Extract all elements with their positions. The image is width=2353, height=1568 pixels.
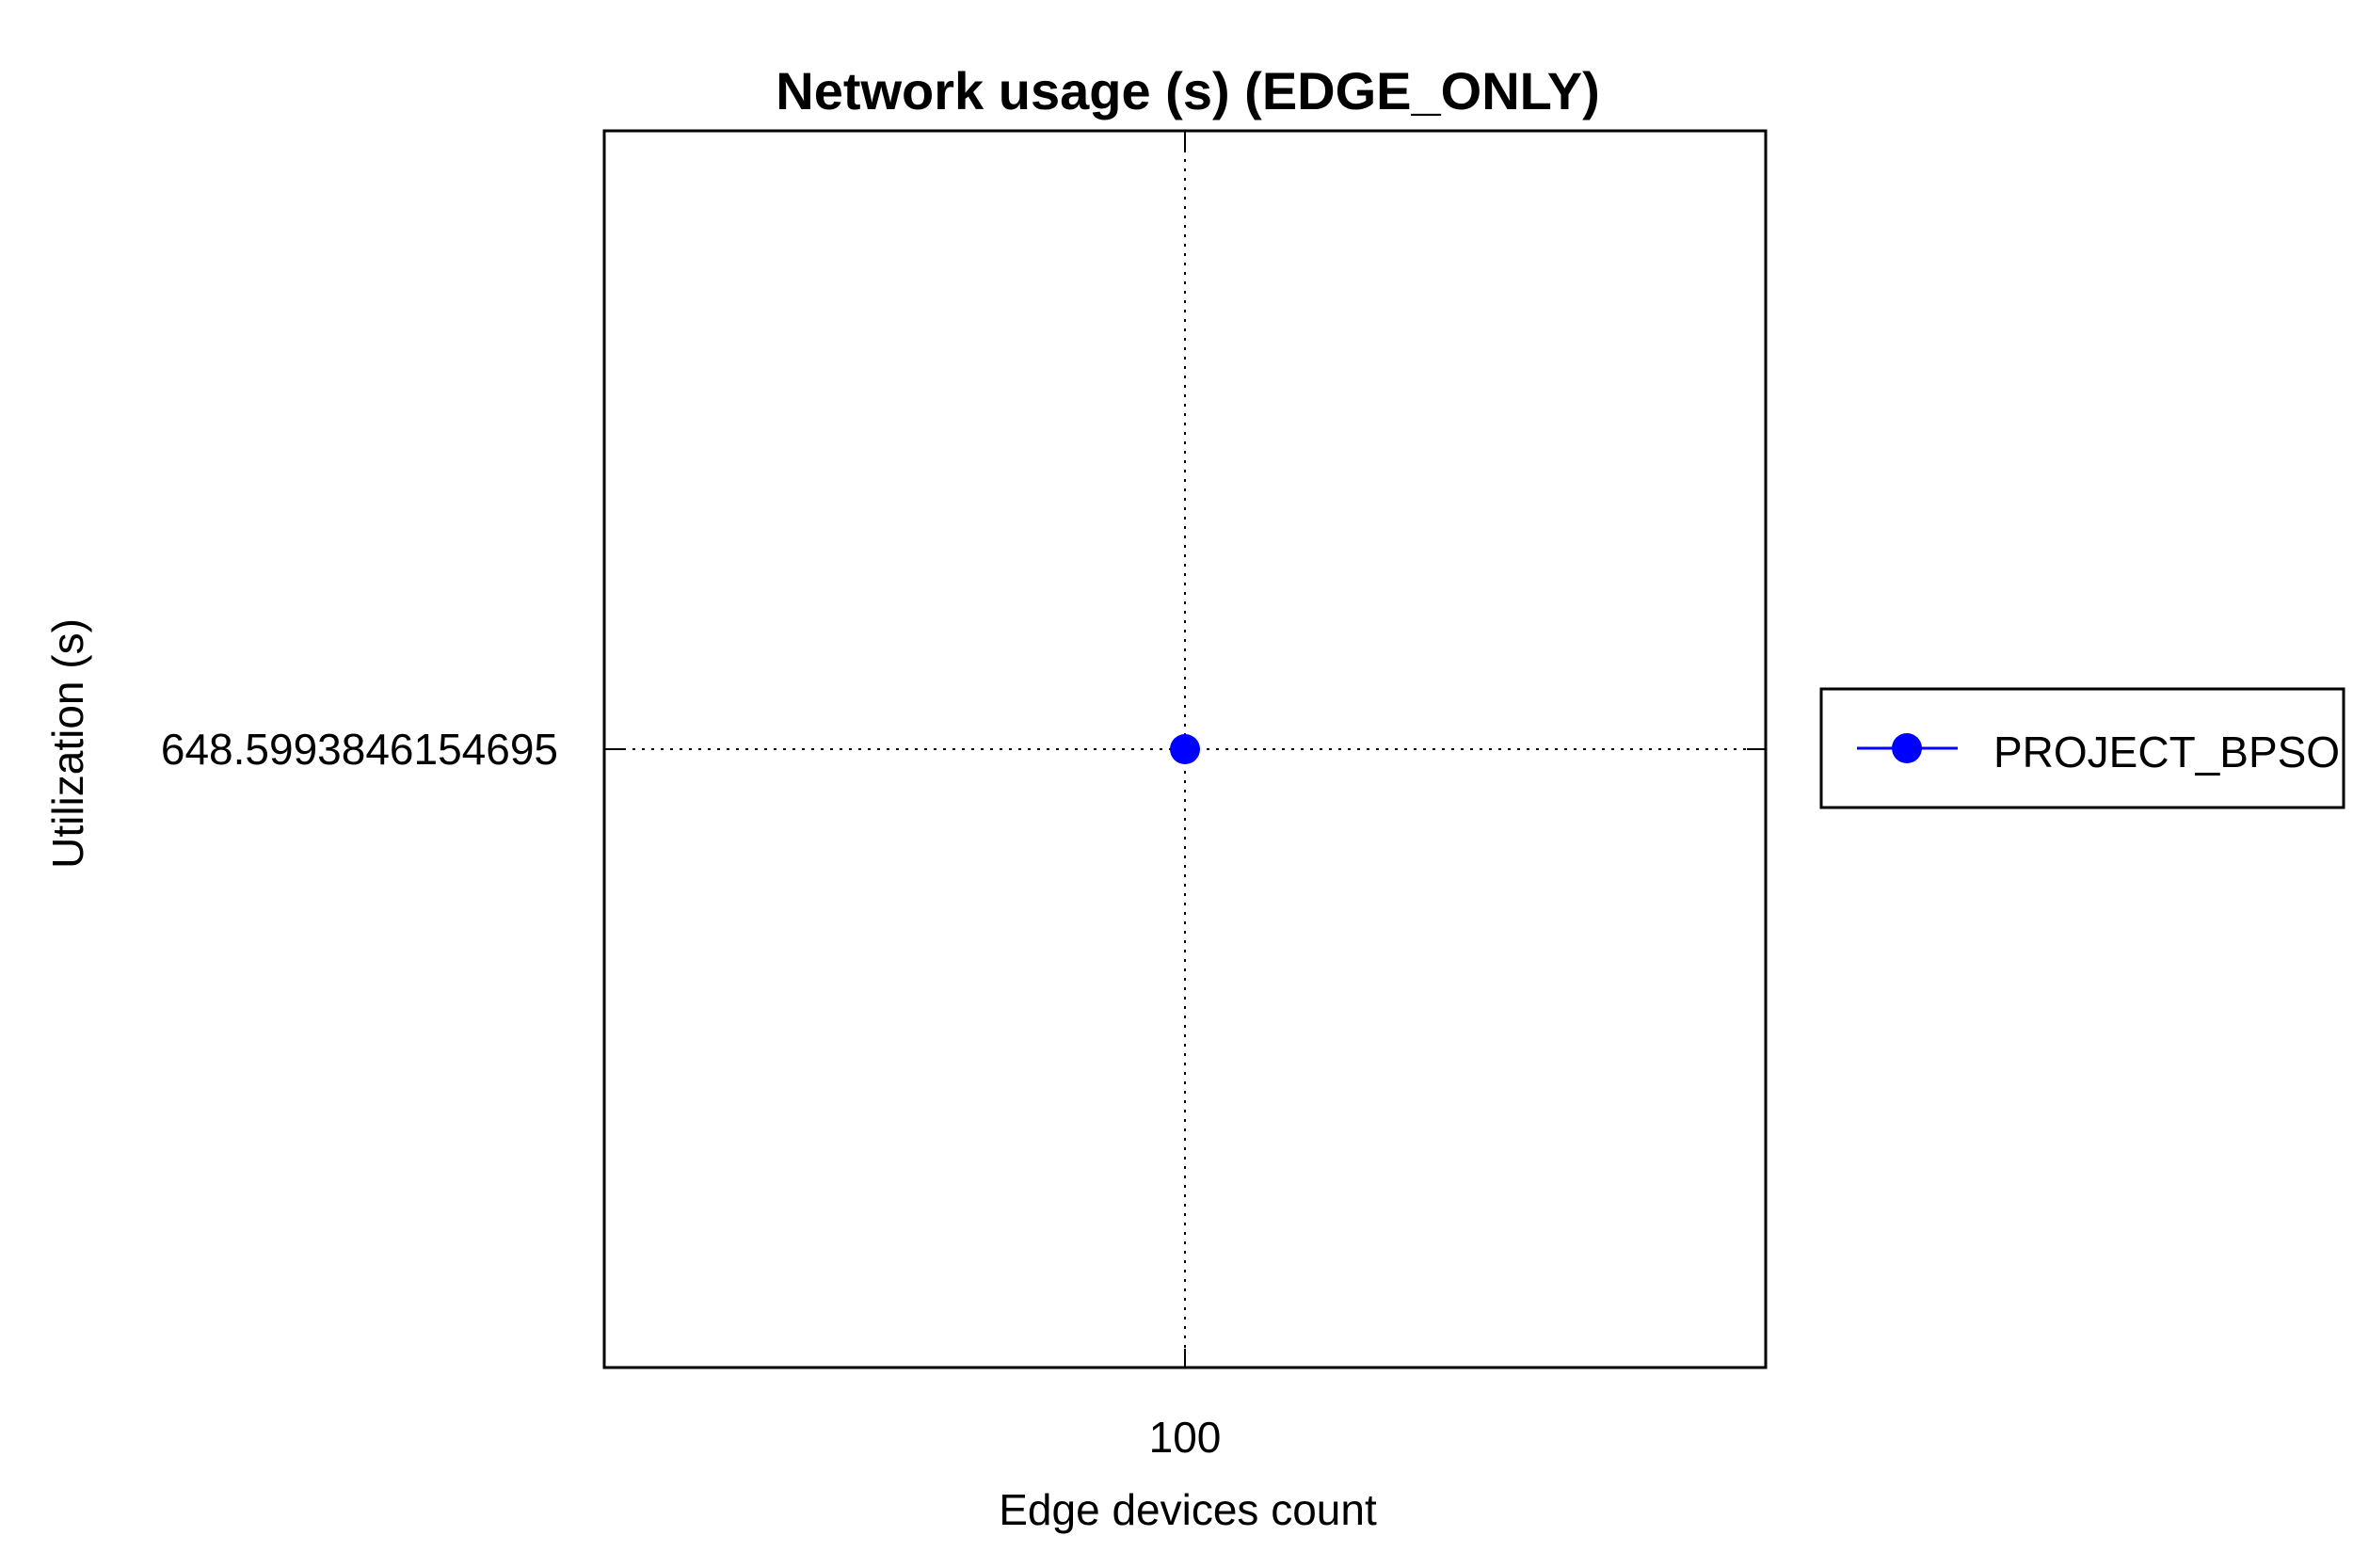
- y-axis-label: Utilization (s): [43, 618, 92, 869]
- chart-title: Network usage (s) (EDGE_ONLY): [776, 61, 1599, 120]
- axis-ticks: [604, 131, 1766, 1368]
- data-point: [1170, 734, 1200, 764]
- y-tick-label: 648.5993846154695: [161, 725, 558, 774]
- legend-circle-marker: [1892, 733, 1922, 763]
- x-axis-label: Edge devices count: [999, 1485, 1377, 1534]
- tick-labels: 100 648.5993846154695: [161, 725, 1221, 1462]
- legend-entry-label: PROJECT_BPSO: [1993, 728, 2340, 776]
- data-series: [1170, 734, 1200, 764]
- x-tick-label: 100: [1149, 1413, 1222, 1462]
- legend: PROJECT_BPSO: [1819, 687, 2345, 809]
